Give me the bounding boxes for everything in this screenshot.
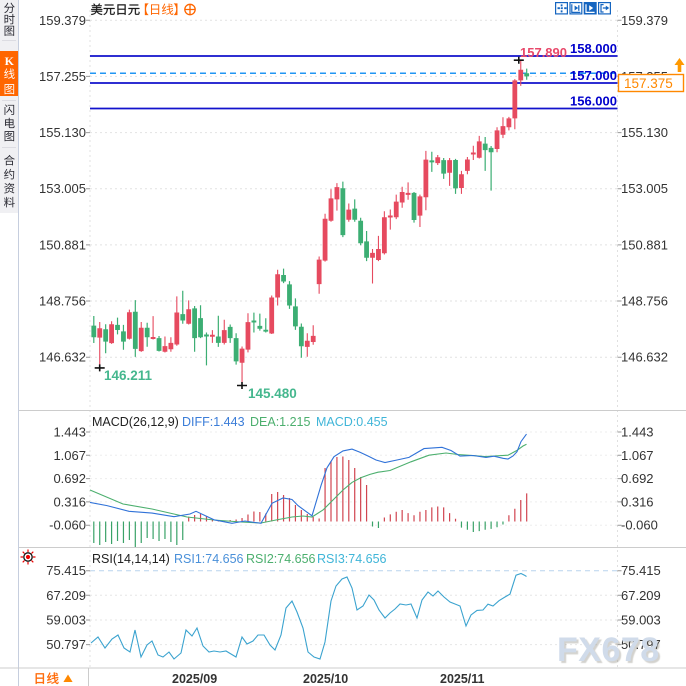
- svg-text:155.130: 155.130: [621, 125, 668, 140]
- svg-text:155.130: 155.130: [39, 125, 86, 140]
- svg-text:146.632: 146.632: [39, 350, 86, 365]
- svg-text:2025/09: 2025/09: [172, 672, 217, 686]
- svg-text:59.003: 59.003: [46, 613, 86, 628]
- svg-text:146.632: 146.632: [621, 350, 668, 365]
- svg-text:1.067: 1.067: [53, 448, 86, 463]
- svg-text:159.379: 159.379: [621, 13, 668, 28]
- svg-text:DIFF:1.443: DIFF:1.443: [182, 415, 245, 429]
- svg-text:157.255: 157.255: [39, 69, 86, 84]
- svg-text:K: K: [5, 54, 15, 68]
- svg-text:0.692: 0.692: [621, 471, 654, 486]
- svg-text:DEA:1.215: DEA:1.215: [250, 415, 311, 429]
- svg-text:1.443: 1.443: [53, 425, 86, 440]
- svg-text:150.881: 150.881: [621, 237, 668, 252]
- svg-text:159.379: 159.379: [39, 13, 86, 28]
- svg-text:RSI1:74.656: RSI1:74.656: [174, 552, 244, 566]
- svg-text:148.756: 148.756: [39, 294, 86, 309]
- svg-text:RSI3:74.656: RSI3:74.656: [317, 552, 387, 566]
- svg-text:156.000: 156.000: [570, 94, 617, 109]
- svg-text:-0.060: -0.060: [621, 518, 658, 533]
- svg-text:148.756: 148.756: [621, 294, 668, 309]
- svg-text:MACD:0.455: MACD:0.455: [316, 415, 388, 429]
- svg-text:0.692: 0.692: [53, 471, 86, 486]
- svg-text:158.000: 158.000: [570, 41, 617, 56]
- svg-text:1.067: 1.067: [621, 448, 654, 463]
- svg-text:0.316: 0.316: [621, 494, 654, 509]
- svg-text:0.316: 0.316: [53, 494, 86, 509]
- svg-text:153.005: 153.005: [621, 181, 668, 196]
- svg-text:2025/10: 2025/10: [303, 672, 348, 686]
- svg-text:157.375: 157.375: [624, 76, 673, 91]
- svg-text:157.000: 157.000: [570, 68, 617, 83]
- svg-text:FX678: FX678: [557, 631, 660, 669]
- svg-text:145.480: 145.480: [248, 386, 297, 401]
- svg-text:-0.060: -0.060: [49, 518, 86, 533]
- svg-text:153.005: 153.005: [39, 181, 86, 196]
- svg-text:157.890: 157.890: [520, 45, 567, 60]
- svg-text:59.003: 59.003: [621, 613, 661, 628]
- svg-text:67.209: 67.209: [46, 588, 86, 603]
- svg-text:2025/11: 2025/11: [440, 672, 485, 686]
- svg-text:1.443: 1.443: [621, 425, 654, 440]
- svg-text:50.797: 50.797: [621, 637, 661, 652]
- svg-text:146.211: 146.211: [104, 368, 153, 383]
- svg-text:75.415: 75.415: [621, 563, 661, 578]
- svg-text:MACD(26,12,9): MACD(26,12,9): [92, 415, 179, 429]
- svg-text:67.209: 67.209: [621, 588, 661, 603]
- svg-text:50.797: 50.797: [46, 637, 86, 652]
- svg-text:75.415: 75.415: [46, 563, 86, 578]
- svg-text:RSI(14,14,14): RSI(14,14,14): [92, 552, 170, 566]
- svg-text:150.881: 150.881: [39, 237, 86, 252]
- svg-text:RSI2:74.656: RSI2:74.656: [246, 552, 316, 566]
